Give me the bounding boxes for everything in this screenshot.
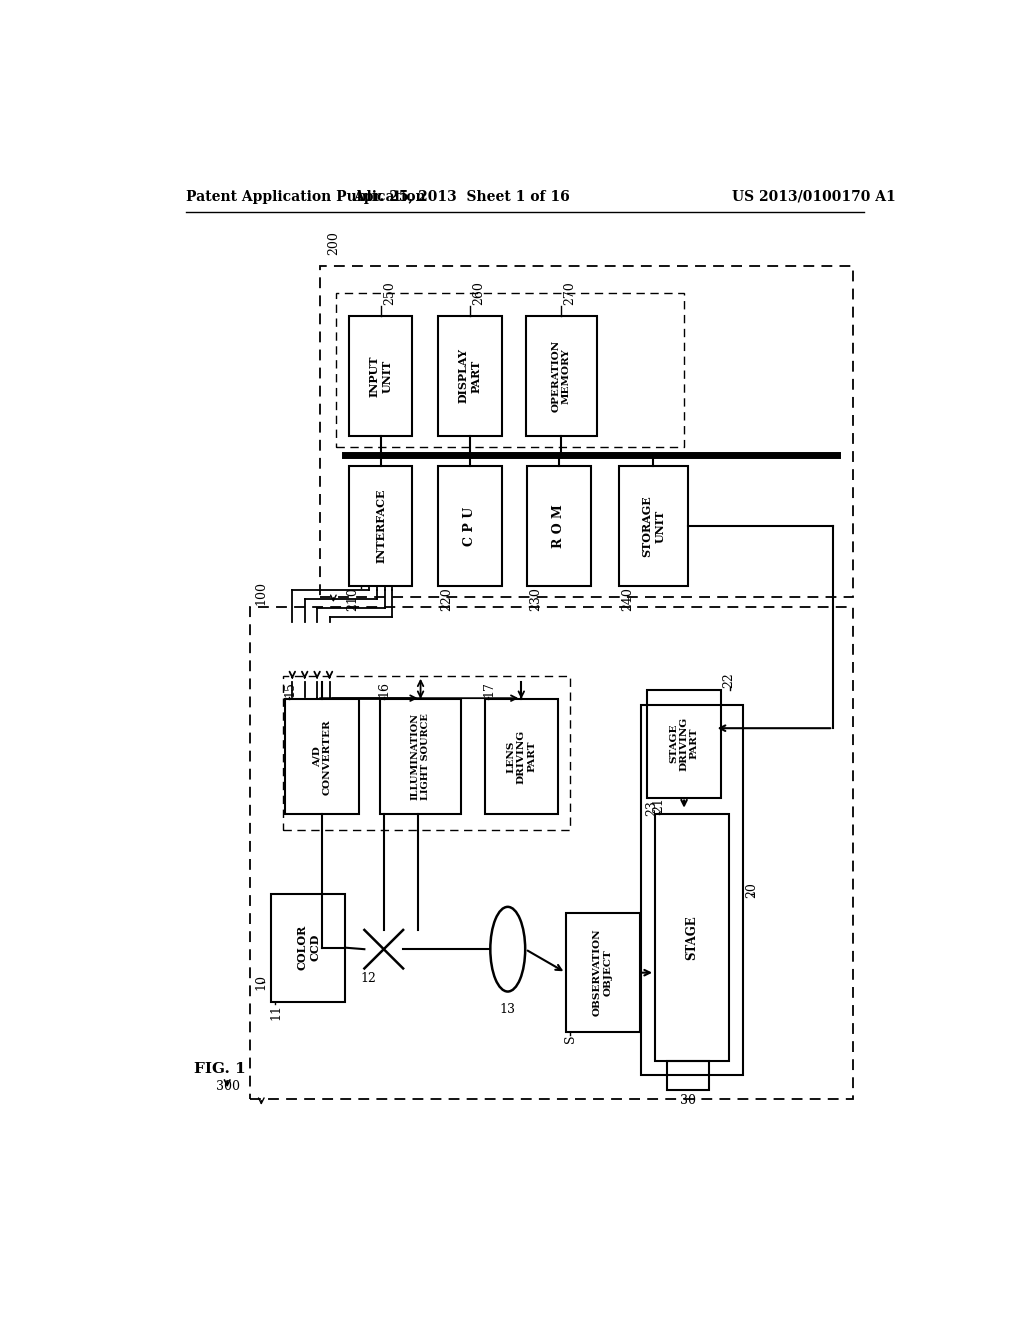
Text: STAGE
DRIVING
PART: STAGE DRIVING PART — [669, 717, 699, 771]
Text: 300: 300 — [216, 1080, 240, 1093]
Text: 11: 11 — [269, 1003, 282, 1020]
Text: 12: 12 — [360, 973, 377, 985]
Text: 10: 10 — [254, 974, 267, 990]
Text: 20: 20 — [744, 882, 758, 898]
Text: 210: 210 — [346, 587, 359, 611]
Text: LENS
DRIVING
PART: LENS DRIVING PART — [507, 730, 537, 784]
Text: C P U: C P U — [463, 507, 476, 545]
Text: 30: 30 — [680, 1094, 696, 1107]
Text: Patent Application Publication: Patent Application Publication — [186, 190, 426, 203]
Text: 15: 15 — [283, 681, 296, 697]
Text: 240: 240 — [621, 587, 634, 611]
Text: 100: 100 — [254, 581, 267, 605]
Text: A/D
CONVERTER: A/D CONVERTER — [312, 719, 332, 795]
Text: 21: 21 — [652, 797, 666, 813]
Text: COLOR
CCD: COLOR CCD — [296, 925, 321, 970]
Text: 250: 250 — [383, 281, 396, 305]
Text: 17: 17 — [482, 681, 496, 697]
Text: 200: 200 — [328, 231, 340, 255]
Text: Apr. 25, 2013  Sheet 1 of 16: Apr. 25, 2013 Sheet 1 of 16 — [353, 190, 569, 203]
Text: STORAGE
UNIT: STORAGE UNIT — [642, 495, 666, 557]
Text: S: S — [563, 1035, 577, 1043]
Text: 230: 230 — [529, 587, 543, 611]
Text: OBSERVATION
OBJECT: OBSERVATION OBJECT — [593, 929, 612, 1016]
Text: OPERATION
MEMORY: OPERATION MEMORY — [552, 339, 571, 412]
Text: STAGE: STAGE — [685, 915, 698, 960]
Text: 13: 13 — [500, 1003, 516, 1016]
Text: US 2013/0100170 A1: US 2013/0100170 A1 — [732, 190, 896, 203]
Text: 16: 16 — [378, 681, 390, 697]
Text: FIG. 1: FIG. 1 — [194, 1061, 246, 1076]
Text: 260: 260 — [472, 281, 485, 305]
Text: 23: 23 — [645, 800, 658, 816]
Text: ILLUMINATION
LIGHT SOURCE: ILLUMINATION LIGHT SOURCE — [411, 713, 430, 800]
Text: 270: 270 — [563, 281, 577, 305]
Text: 220: 220 — [440, 587, 454, 611]
Text: INTERFACE: INTERFACE — [375, 488, 386, 564]
Text: 22: 22 — [722, 672, 735, 688]
Text: INPUT
UNIT: INPUT UNIT — [369, 355, 392, 397]
Text: DISPLAY
PART: DISPLAY PART — [458, 348, 481, 404]
Text: R O M: R O M — [552, 504, 565, 548]
